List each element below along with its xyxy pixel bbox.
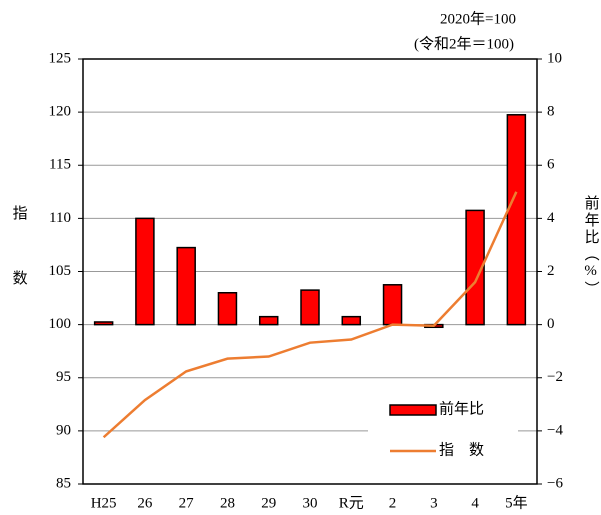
y2-tick-label: −2 <box>547 369 563 385</box>
bar <box>258 315 279 326</box>
annotation: (令和2年＝100) <box>414 35 514 52</box>
bar <box>135 217 155 326</box>
x-tick-label: 26 <box>137 495 153 511</box>
y-tick-label: 95 <box>56 369 71 385</box>
y2-axis-label: 前年比（%） <box>583 195 600 298</box>
line <box>102 191 518 439</box>
legend-label: 前年比 <box>439 400 484 417</box>
y-tick-label: 105 <box>49 263 72 279</box>
y2-tick-label: 0 <box>547 316 555 332</box>
bar <box>506 114 527 326</box>
y2-tick-label: −4 <box>547 422 563 438</box>
bar <box>465 209 485 326</box>
y-tick-label: 115 <box>49 157 71 173</box>
bar <box>217 292 238 326</box>
y2-tick-label: 8 <box>547 104 555 120</box>
bar <box>176 246 196 326</box>
y2-tick-label: 10 <box>547 50 562 66</box>
bar <box>341 315 362 326</box>
x-tick-label: 5年 <box>505 494 528 511</box>
y-tick-label: 110 <box>49 210 71 226</box>
bar <box>93 321 114 326</box>
y-axis-label: 指数 <box>11 205 28 335</box>
bar <box>300 289 320 326</box>
y-tick-label: 120 <box>49 104 72 120</box>
x-tick-label: 28 <box>220 495 235 511</box>
x-tick-label: 29 <box>261 495 276 511</box>
x-tick-label: 2 <box>389 495 397 511</box>
plot-frame <box>82 58 538 485</box>
y2-tick-label: 6 <box>547 157 555 173</box>
annotation: 2020年=100 <box>440 10 516 27</box>
y-tick-label: 125 <box>49 50 72 66</box>
y-tick-label: 90 <box>56 422 71 438</box>
bar <box>382 284 403 326</box>
y-tick-label: 100 <box>49 316 72 332</box>
x-tick-label: H25 <box>91 495 117 511</box>
x-tick-label: 27 <box>179 495 195 511</box>
legend-swatch <box>389 404 437 416</box>
x-tick-label: 4 <box>471 495 479 511</box>
x-tick-label: R元 <box>339 495 364 511</box>
y2-tick-label: −6 <box>547 475 563 491</box>
y2-tick-label: 2 <box>547 263 555 279</box>
x-tick-label: 30 <box>303 495 318 511</box>
y-tick-label: 85 <box>56 475 71 491</box>
x-tick-label: 3 <box>430 495 438 511</box>
y2-tick-label: 4 <box>547 210 555 226</box>
legend-label: 指 数 <box>439 441 484 458</box>
